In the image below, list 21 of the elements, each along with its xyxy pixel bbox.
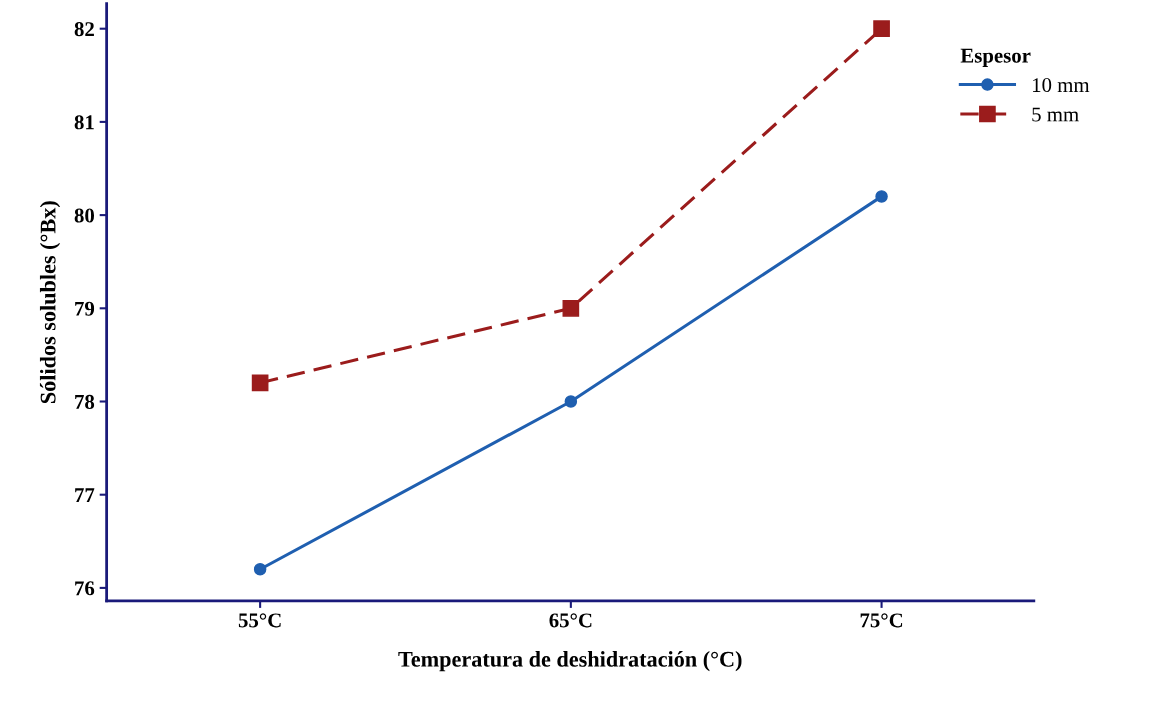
x-tick-label: 55°C (238, 613, 281, 628)
legend-label: 10 mm (1032, 78, 1090, 93)
y-axis-title: Sólidos solubles (°Bx) (39, 201, 61, 404)
y-tick-label: 80 (74, 208, 95, 223)
point (564, 395, 578, 408)
legend-title: Espesor (960, 48, 1031, 67)
point (562, 299, 580, 317)
x-tick-label: 65°C (549, 613, 592, 628)
y-tick-label: 78 (75, 394, 95, 409)
point (875, 190, 888, 203)
point (251, 374, 269, 392)
x-axis-title: Temperatura de deshidratación (°C) (398, 651, 742, 672)
legend-label: 5 mm (1032, 107, 1079, 122)
y-tick-label: 77 (75, 488, 95, 502)
y-tick-label: 76 (75, 581, 95, 596)
y-tick-label: 81 (74, 115, 94, 130)
point (253, 563, 267, 576)
y-tick-label: 79 (75, 301, 95, 316)
x-tick-label: 75°C (860, 613, 903, 628)
y-tick-label: 82 (74, 22, 94, 37)
point (873, 20, 890, 38)
